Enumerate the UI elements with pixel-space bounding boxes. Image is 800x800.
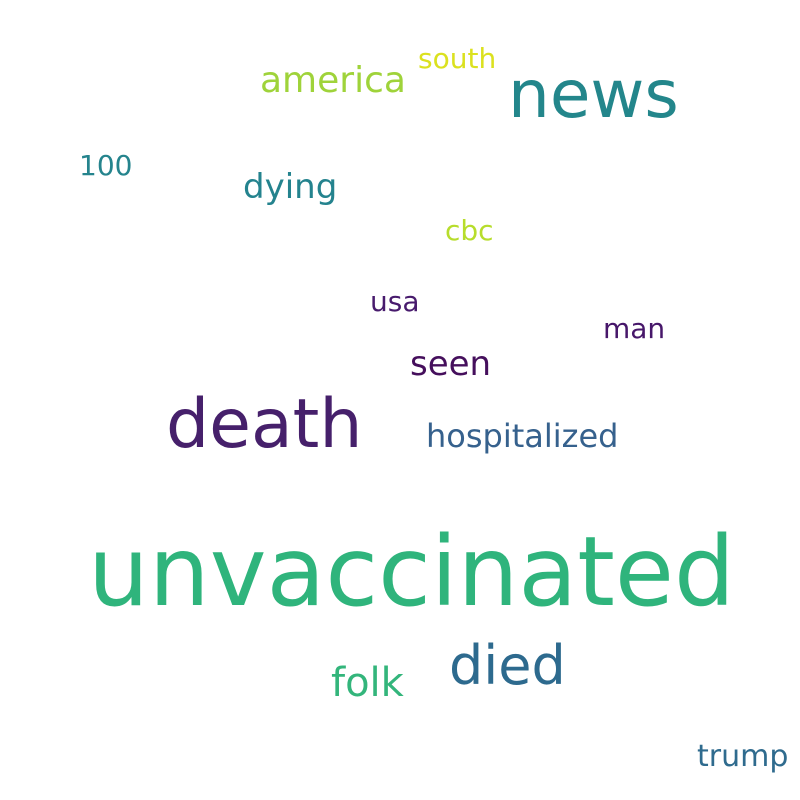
word-news: news bbox=[508, 56, 679, 133]
word-cbc: cbc bbox=[445, 214, 494, 247]
word-folk: folk bbox=[331, 660, 404, 706]
word-hospitalized: hospitalized bbox=[426, 417, 619, 455]
word-south: south bbox=[418, 42, 497, 75]
word-usa: usa bbox=[370, 285, 420, 318]
word-seen: seen bbox=[410, 344, 492, 384]
word-man: man bbox=[603, 312, 666, 345]
word-america: america bbox=[260, 60, 406, 101]
word-dying: dying bbox=[243, 167, 338, 207]
word-100: 100 bbox=[79, 149, 133, 182]
word-trump: trump bbox=[697, 739, 789, 774]
word-unvaccinated: unvaccinated bbox=[88, 516, 735, 628]
word-died: died bbox=[449, 634, 566, 697]
word-death: death bbox=[166, 385, 363, 464]
